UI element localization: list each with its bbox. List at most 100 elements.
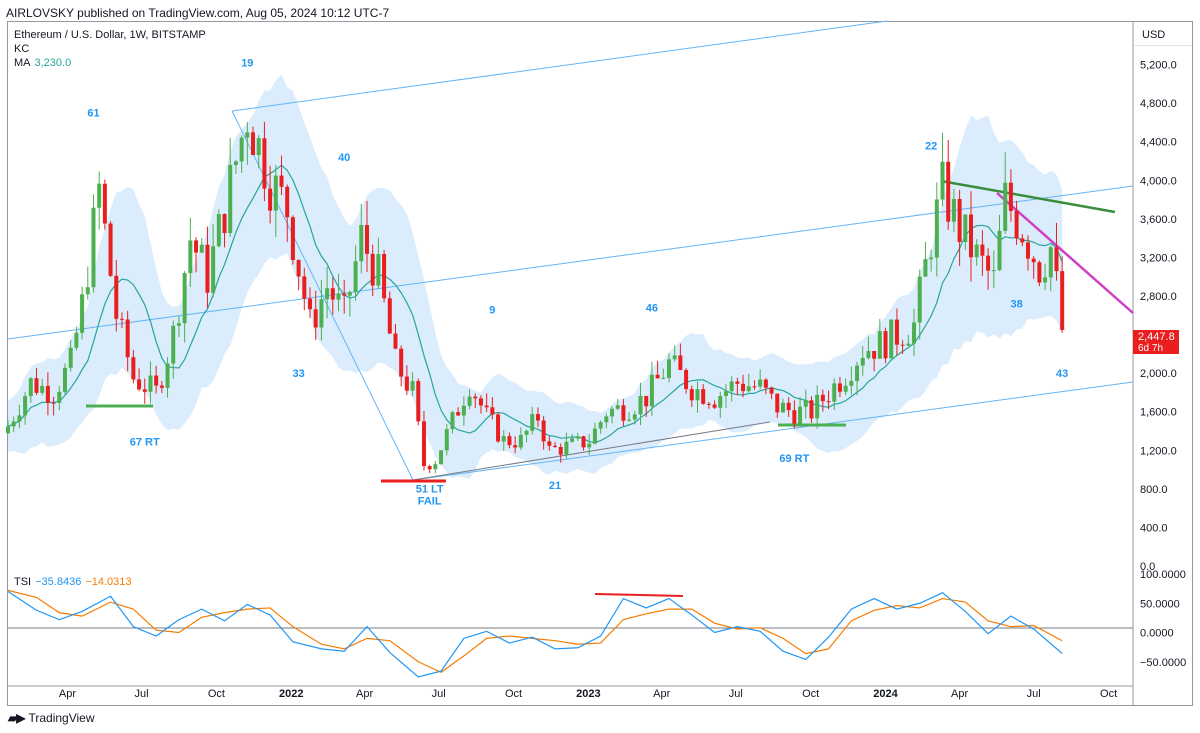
candle-body — [484, 405, 489, 408]
candle-body — [672, 355, 677, 360]
candle — [416, 378, 421, 426]
candle-body — [866, 351, 871, 359]
candle — [974, 239, 979, 266]
tsi-tick-label: −50.0000 — [1140, 657, 1186, 669]
candle — [917, 269, 922, 340]
currency-selector[interactable]: USD — [1134, 24, 1192, 46]
tsi-divergence-line — [594, 593, 684, 597]
candle-body — [382, 254, 387, 299]
candle — [923, 241, 928, 277]
candle — [1025, 235, 1030, 271]
candle-body — [370, 253, 375, 286]
candle-body — [581, 436, 586, 448]
candle-body — [330, 288, 335, 300]
candle — [433, 460, 438, 474]
ma-label: MA — [14, 57, 31, 69]
candle-body — [553, 445, 558, 448]
candle-body — [444, 429, 449, 451]
candle — [137, 368, 142, 392]
candle-body — [433, 464, 438, 470]
footer-brand: TradingView — [28, 711, 95, 725]
candle — [735, 377, 740, 396]
candle — [570, 433, 575, 443]
candle-body — [661, 377, 666, 379]
candle-body — [701, 389, 706, 404]
candle-body — [718, 396, 723, 408]
tsi-tick-label: 0.0000 — [1140, 628, 1174, 640]
candle-body — [176, 323, 181, 326]
candle-body — [769, 387, 774, 394]
candle-body — [957, 198, 962, 243]
tsi-axis: 100.0000 50.0000 0.0000 −50.0000 — [1140, 569, 1186, 669]
candle-body — [23, 396, 28, 416]
candle-body — [251, 132, 256, 156]
candle — [900, 340, 905, 355]
candle-body — [655, 374, 660, 379]
symbol-title: Ethereum / U.S. Dollar, 1W, BITSTAMP — [14, 29, 206, 41]
candle-body — [273, 175, 278, 211]
candle-body — [723, 391, 728, 397]
channel-middle-line — [7, 185, 1134, 340]
price-axis: 0.0400.0800.01,200.01,600.02,000.02,400.… — [1140, 60, 1177, 573]
candle — [957, 189, 962, 266]
candle — [980, 230, 985, 276]
candle — [518, 427, 523, 451]
candle — [421, 410, 426, 471]
candle-body — [148, 375, 153, 392]
candle-body — [256, 138, 261, 156]
candle-body — [1048, 247, 1053, 278]
candle-body — [524, 430, 529, 435]
candle — [188, 217, 193, 287]
candle-body — [296, 260, 301, 277]
candle — [1060, 256, 1065, 333]
candle-body — [1003, 182, 1008, 231]
candle — [302, 267, 307, 311]
candle-body — [410, 381, 415, 391]
price-tick-label: 3,600.0 — [1140, 214, 1177, 226]
time-tick-label: Jul — [432, 688, 446, 700]
price-tick-label: 2,800.0 — [1140, 291, 1177, 303]
candle — [444, 424, 449, 456]
candle — [649, 361, 654, 416]
tsi-signal-value: −14.0313 — [85, 576, 132, 588]
candle-body — [889, 319, 894, 359]
candle-body — [290, 217, 295, 261]
candle — [820, 389, 825, 412]
candle — [866, 336, 871, 360]
candle-body — [980, 244, 985, 256]
annotation-label: 38 — [1010, 299, 1022, 311]
candle — [1003, 152, 1008, 234]
candle — [530, 406, 535, 435]
candle-body — [860, 358, 865, 366]
candle — [963, 214, 968, 251]
candle-body — [308, 298, 313, 310]
footer[interactable]: ▰▶ TradingView — [8, 711, 95, 725]
tsi-value: −35.8436 — [35, 576, 82, 588]
keltner-channel-band — [8, 74, 1063, 479]
candle — [473, 393, 478, 409]
candle — [279, 155, 284, 195]
candle — [330, 277, 335, 315]
candle-body — [342, 293, 347, 296]
candle-body — [478, 398, 483, 406]
price-tick-label: 3,200.0 — [1140, 252, 1177, 264]
candle-body — [518, 434, 523, 448]
candle — [313, 290, 318, 341]
time-tick-label: Oct — [505, 688, 522, 700]
candle-body — [1014, 210, 1019, 239]
time-axis: Apr Jul Oct 2022 Apr Jul Oct 2023 Apr Jul Oct 2024 A… — [59, 688, 1117, 700]
candle-body — [279, 175, 284, 187]
candle-body — [11, 421, 16, 427]
candle — [80, 286, 85, 340]
price-tick-label: 4,000.0 — [1140, 175, 1177, 187]
candle-body — [570, 438, 575, 442]
candle-body — [621, 405, 626, 421]
candle-body — [245, 132, 250, 138]
candle — [228, 137, 233, 237]
candle — [627, 412, 632, 422]
candle — [6, 420, 10, 435]
resistance-line-green — [940, 179, 1116, 214]
time-tick-label: 2023 — [576, 688, 600, 700]
